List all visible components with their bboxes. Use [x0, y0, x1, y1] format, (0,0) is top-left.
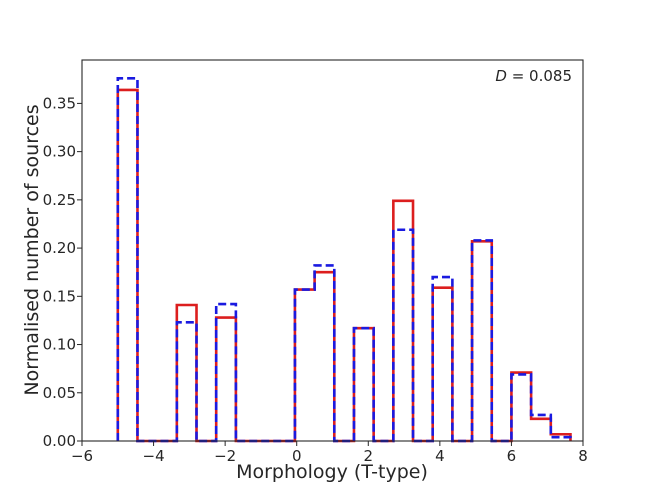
- y-axis-label: Normalised number of sources: [21, 104, 43, 395]
- y-tick-label: 0.00: [43, 432, 76, 450]
- x-tick-label: 2: [364, 447, 374, 465]
- y-tick-label: 0.20: [43, 239, 76, 257]
- y-tick-label: 0.35: [43, 94, 76, 112]
- x-tick-label: 0: [292, 447, 302, 465]
- y-tick-label: 0.10: [43, 336, 76, 354]
- y-tick-label: 0.15: [43, 287, 76, 305]
- x-axis-label: Morphology (T-type): [236, 461, 428, 483]
- x-tick-label: −2: [214, 447, 236, 465]
- plot-frame: [81, 59, 584, 442]
- ks-statistic-value: = 0.085: [507, 67, 572, 85]
- ks-statistic-annotation: D = 0.085: [495, 67, 572, 85]
- x-tick-label: 4: [435, 447, 445, 465]
- x-tick-label: 8: [578, 447, 588, 465]
- y-tick-group: 0.00 0.05 0.10 0.15 0.20 0.25 0.30 0.35: [43, 94, 82, 450]
- x-tick-group: −6 −4 −2 0 2 4 6 8: [71, 441, 588, 465]
- ks-statistic-symbol: D: [495, 67, 507, 85]
- x-tick-label: −6: [71, 447, 93, 465]
- y-tick-label: 0.30: [43, 143, 76, 161]
- x-tick-label: −4: [143, 447, 165, 465]
- y-tick-label: 0.05: [43, 384, 76, 402]
- plot-background: [82, 60, 583, 441]
- x-tick-label: 6: [507, 447, 517, 465]
- y-tick-label: 0.25: [43, 191, 76, 209]
